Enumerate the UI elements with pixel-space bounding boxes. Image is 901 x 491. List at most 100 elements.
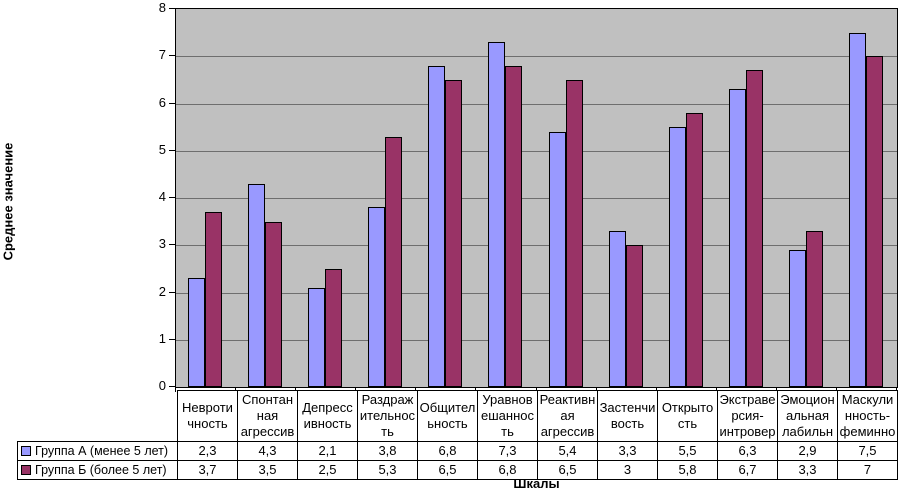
- value-cell-series0-cat7: 3,3: [597, 441, 658, 461]
- y-tick-mark-0: [169, 386, 175, 387]
- category-header-3: Раздраж ительнос ть: [357, 390, 418, 442]
- bar-series0-cat10: [789, 250, 806, 387]
- y-tick-mark-8: [169, 8, 175, 9]
- bar-series1-cat1: [265, 222, 282, 387]
- bar-series0-cat9: [729, 89, 746, 387]
- value-cell-series0-cat11: 7,5: [837, 441, 898, 461]
- table-header-row: Невроти чность Спонтан ная агрессив Депрес…: [18, 390, 898, 442]
- value-cell-series0-cat2: 2,1: [297, 441, 358, 461]
- gridline-y7: [176, 56, 897, 57]
- category-header-1: Спонтан ная агрессив: [237, 390, 298, 442]
- x-tick-mark-0: [175, 388, 176, 392]
- value-cell-series0-cat4: 6,8: [417, 441, 478, 461]
- value-cell-series1-cat3: 5,3: [357, 460, 418, 480]
- y-tick-label-1: 1: [158, 331, 166, 346]
- value-cell-series0-cat5: 7,3: [477, 441, 538, 461]
- bar-series1-cat5: [505, 66, 522, 387]
- bar-series0-cat8: [669, 127, 686, 387]
- bar-series1-cat2: [325, 269, 342, 387]
- bar-series0-cat5: [488, 42, 505, 387]
- bar-series1-cat10: [806, 231, 823, 387]
- bar-series0-cat11: [849, 33, 866, 387]
- legend-item-series1: Группа Б (более 5 лет): [17, 460, 178, 480]
- legend-color-swatch-series1: [21, 465, 31, 475]
- y-tick-mark-6: [169, 103, 175, 104]
- y-tick-label-6: 6: [158, 95, 166, 110]
- category-header-7: Застенчи вость: [597, 390, 658, 442]
- value-cell-series0-cat6: 5,4: [537, 441, 598, 461]
- category-header-11: Маскули нность- феминно: [837, 390, 898, 442]
- bar-series0-cat7: [609, 231, 626, 387]
- value-cell-series1-cat8: 5,8: [657, 460, 718, 480]
- y-axis-title: Среднее значение: [0, 142, 16, 261]
- category-header-4: Общител ьность: [417, 390, 478, 442]
- value-cell-series0-cat10: 2,9: [777, 441, 838, 461]
- bar-series0-cat2: [308, 288, 325, 387]
- value-cell-series1-cat2: 2,5: [297, 460, 358, 480]
- bar-series0-cat6: [549, 132, 566, 387]
- y-tick-label-8: 8: [158, 0, 166, 15]
- bar-series1-cat0: [205, 212, 222, 387]
- legend-item-series0: Группа А (менее 5 лет): [17, 441, 178, 461]
- y-tick-mark-2: [169, 292, 175, 293]
- category-header-5: Уравнов ешаннос ть: [477, 390, 538, 442]
- value-cell-series1-cat4: 6,5: [417, 460, 478, 480]
- y-tick-mark-5: [169, 150, 175, 151]
- value-cell-series1-cat6: 6,5: [537, 460, 598, 480]
- gridline-y3: [176, 245, 897, 246]
- gridline-y1: [176, 340, 897, 341]
- gridline-y6: [176, 104, 897, 105]
- value-cell-series0-cat0: 2,3: [177, 441, 238, 461]
- x-axis-title: Шкалы: [513, 476, 560, 491]
- category-header-9: Экстраве рсия- интровер: [717, 390, 778, 442]
- bar-series1-cat11: [866, 56, 883, 387]
- category-header-0: Невроти чность: [177, 390, 238, 442]
- table-row-series0: Группа А (менее 5 лет) 2,3 4,3 2,1 3,8 6,8 7,3…: [17, 441, 898, 461]
- y-tick-label-4: 4: [158, 189, 166, 204]
- bar-series1-cat6: [566, 80, 583, 387]
- value-cell-series0-cat9: 6,3: [717, 441, 778, 461]
- y-tick-mark-7: [169, 55, 175, 56]
- value-cell-series0-cat3: 3,8: [357, 441, 418, 461]
- table-row-series1: Группа Б (более 5 лет) 3,7 3,5 2,5 5,3 6,5 6,8…: [17, 460, 898, 480]
- bar-series0-cat3: [368, 207, 385, 387]
- y-tick-label-7: 7: [158, 47, 166, 62]
- legend-color-swatch-series0: [21, 446, 31, 456]
- bar-series1-cat4: [445, 80, 462, 387]
- table-corner-blank: [18, 391, 178, 442]
- bar-series0-cat0: [188, 278, 205, 387]
- y-tick-label-5: 5: [158, 142, 166, 157]
- category-header-10: Эмоцион альная лабильн: [777, 390, 838, 442]
- value-cell-series1-cat0: 3,7: [177, 460, 238, 480]
- bar-series0-cat1: [248, 184, 265, 387]
- gridline-y2: [176, 293, 897, 294]
- value-cell-series1-cat1: 3,5: [237, 460, 298, 480]
- value-cell-series0-cat8: 5,5: [657, 441, 718, 461]
- bar-series1-cat7: [626, 245, 643, 387]
- category-header-6: Реактивн ая агрессив: [537, 390, 598, 442]
- bar-series0-cat4: [428, 66, 445, 387]
- category-header-2: Депресс ивность: [297, 390, 358, 442]
- value-cell-series1-cat11: 7: [837, 460, 898, 480]
- value-cell-series1-cat10: 3,3: [777, 460, 838, 480]
- y-tick-mark-1: [169, 339, 175, 340]
- y-tick-mark-3: [169, 244, 175, 245]
- bar-series1-cat9: [746, 70, 763, 387]
- category-header-8: Открыто сть: [657, 390, 718, 442]
- value-cell-series0-cat1: 4,3: [237, 441, 298, 461]
- y-tick-label-2: 2: [158, 284, 166, 299]
- y-tick-label-3: 3: [158, 236, 166, 251]
- legend-label-series1: Группа Б (более 5 лет): [35, 463, 167, 477]
- bar-series1-cat3: [385, 137, 402, 387]
- legend-label-series0: Группа А (менее 5 лет): [35, 444, 169, 458]
- y-tick-mark-4: [169, 197, 175, 198]
- bar-series1-cat8: [686, 113, 703, 387]
- gridline-y5: [176, 151, 897, 152]
- value-cell-series1-cat7: 3: [597, 460, 658, 480]
- data-table: Невроти чность Спонтан ная агрессив Депрес…: [17, 390, 898, 480]
- value-cell-series1-cat5: 6,8: [477, 460, 538, 480]
- y-tick-label-0: 0: [158, 378, 166, 393]
- gridline-y4: [176, 198, 897, 199]
- plot-area: [175, 8, 898, 388]
